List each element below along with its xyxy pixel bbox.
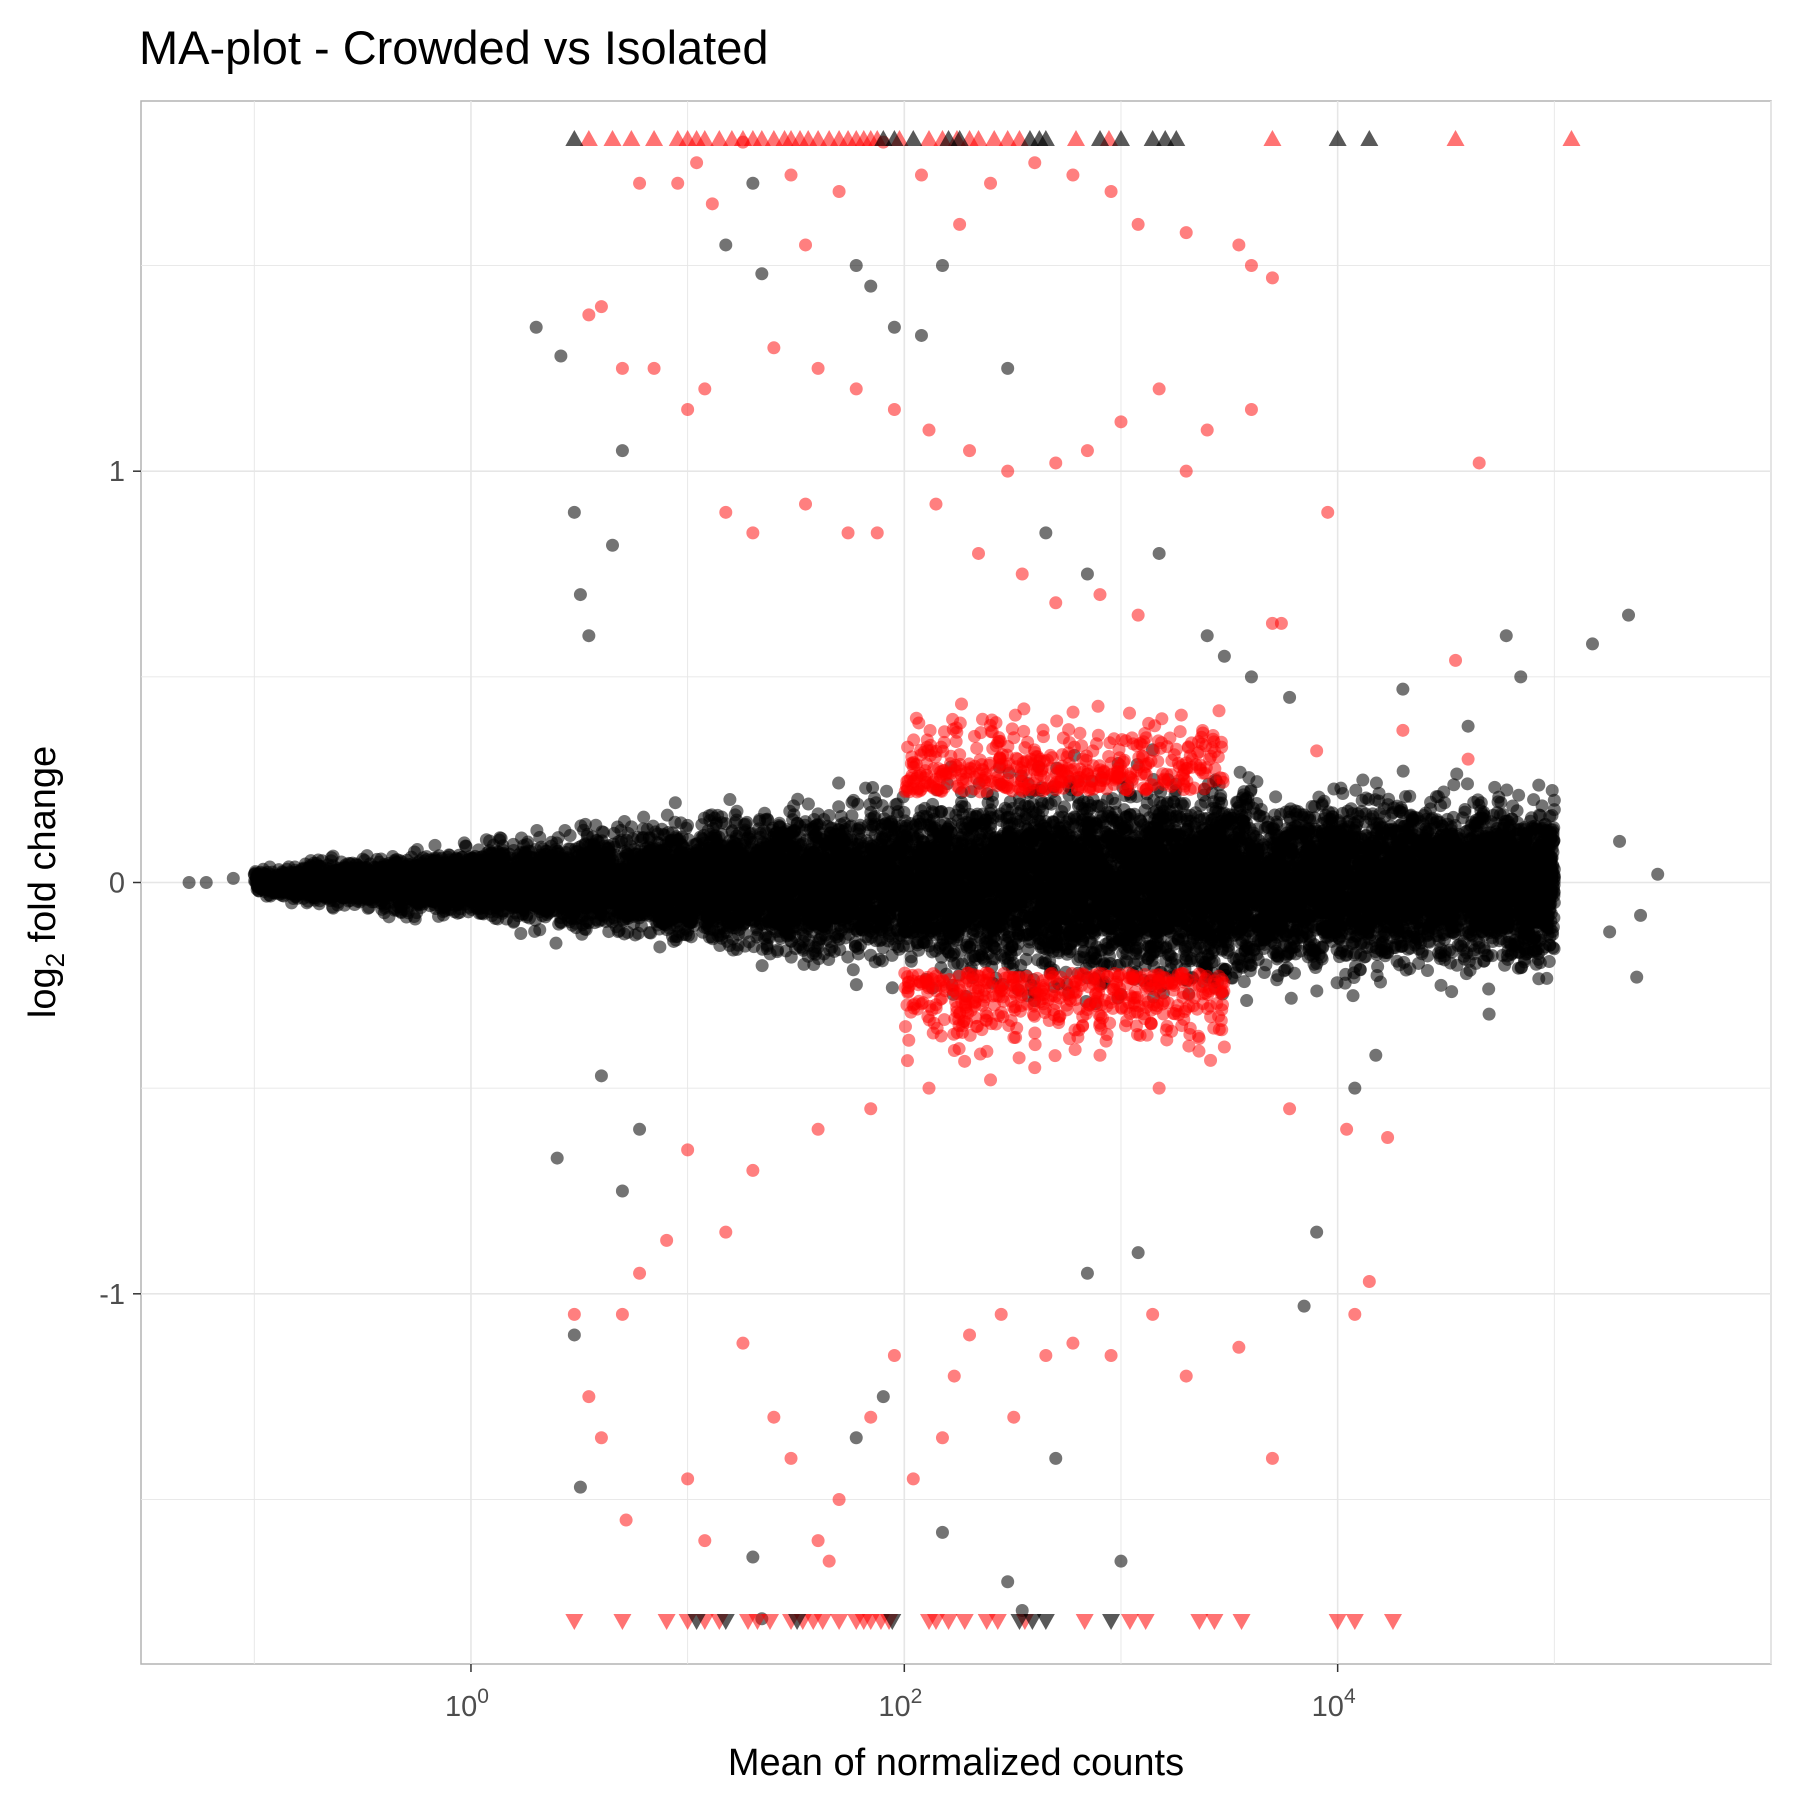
data-point xyxy=(1421,963,1435,977)
data-point xyxy=(1512,788,1526,802)
data-point xyxy=(668,796,682,810)
data-point xyxy=(1396,764,1410,778)
data-point xyxy=(1259,958,1273,972)
data-point xyxy=(1349,783,1363,797)
data-point xyxy=(1372,786,1386,800)
data-point xyxy=(1488,780,1502,794)
data-point xyxy=(723,793,737,807)
data-point xyxy=(1277,964,1291,978)
data-point xyxy=(637,810,651,824)
data-point xyxy=(653,940,667,954)
data-point xyxy=(514,927,528,941)
data-point xyxy=(801,797,815,811)
data-point xyxy=(1240,994,1254,1008)
data-point xyxy=(1237,975,1251,989)
data-point xyxy=(1460,777,1474,791)
chart-title: MA-plot - Crowded vs Isolated xyxy=(139,21,769,74)
data-point xyxy=(1482,982,1496,996)
point-cloud-black xyxy=(248,743,1561,1011)
data-point xyxy=(1458,803,1472,817)
